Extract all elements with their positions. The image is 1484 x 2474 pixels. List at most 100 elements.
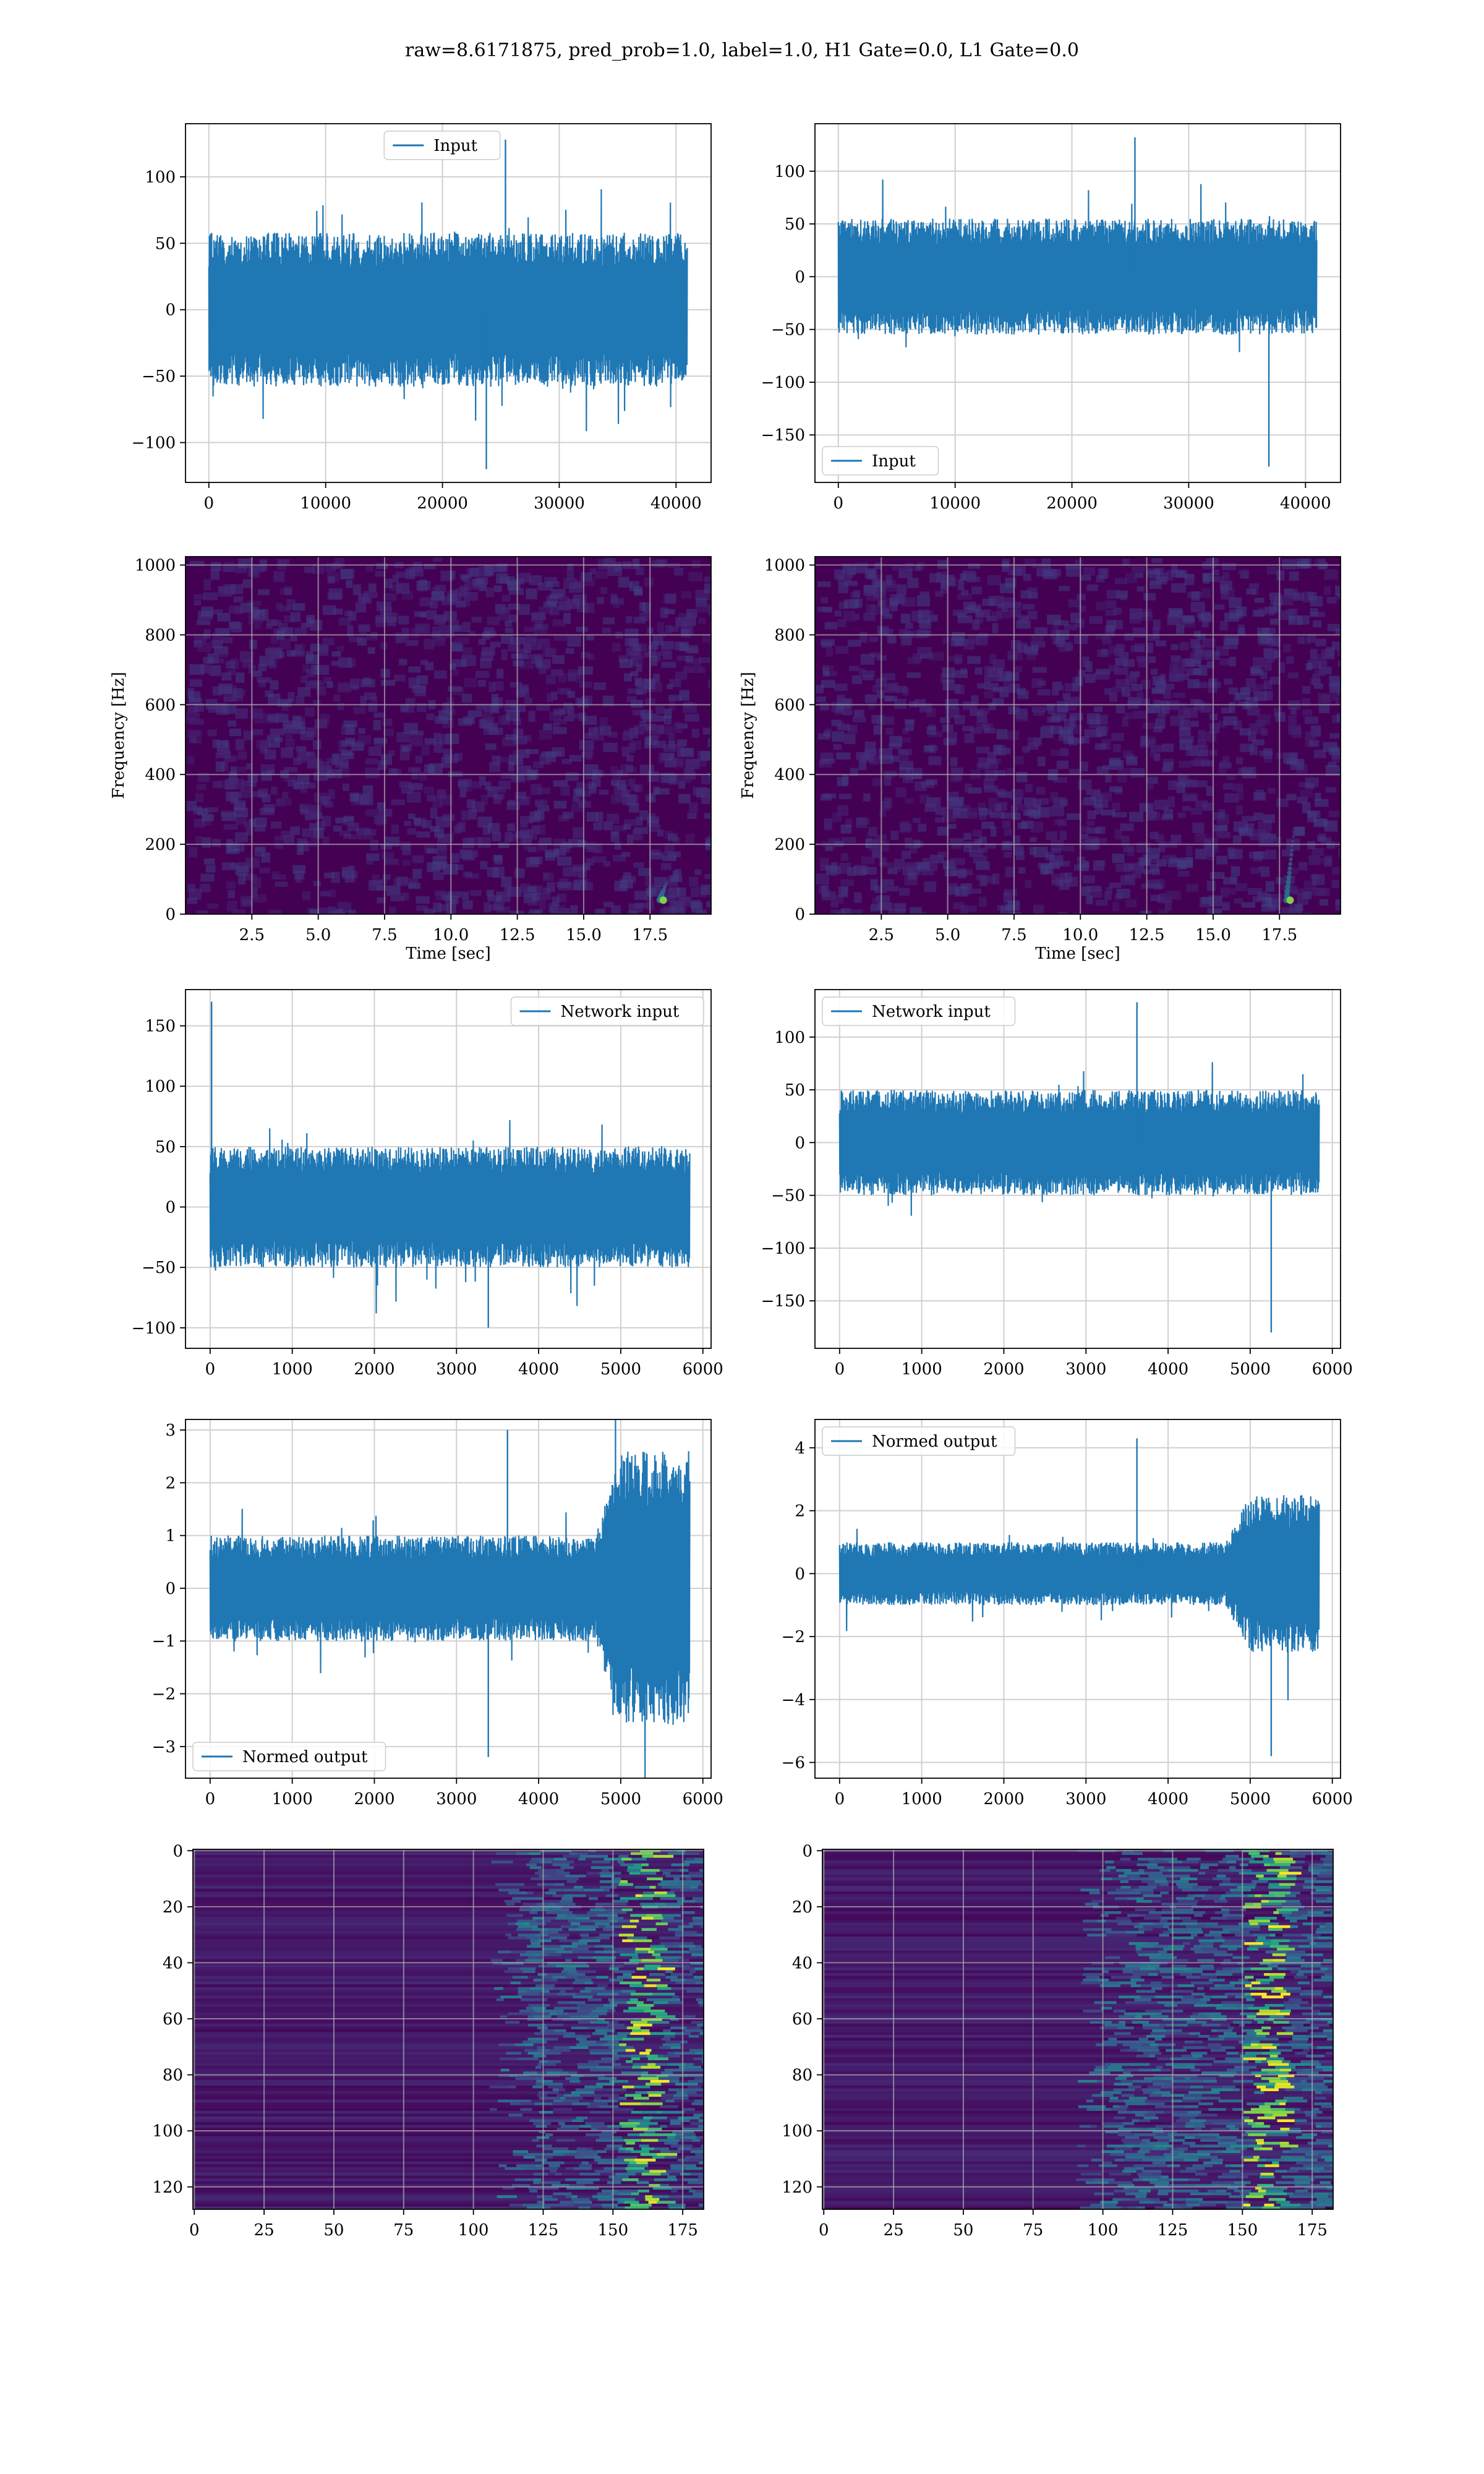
feature-cell (664, 2141, 678, 2145)
heatmap-cell (420, 659, 428, 666)
chart-norm-h1: 0 1000 2000 3000 4000 5000 6000−3−2−10123Norme… (152, 1419, 723, 1808)
heatmap-cell (1156, 859, 1167, 867)
heatmap-cell (1337, 649, 1341, 656)
feature-cell (585, 2122, 605, 2126)
feature-cell (662, 2110, 684, 2114)
feature-cell (625, 2060, 633, 2064)
heatmap-cell (691, 729, 699, 738)
feature-cell (1248, 1945, 1270, 1948)
feature-cell (539, 2097, 560, 2100)
feature-cell (534, 1945, 541, 1948)
heatmap-cell (291, 650, 305, 657)
y-tick-label: 1000 (135, 557, 176, 575)
feature-cell (567, 1877, 579, 1881)
feature-cell (1154, 1945, 1168, 1948)
feature-cell (1319, 2004, 1330, 2008)
feature-cell (572, 2102, 591, 2106)
feature-cell (1224, 1992, 1245, 1996)
heatmap-cell (1196, 633, 1206, 640)
heatmap-cell (1319, 661, 1328, 667)
feature-cell (553, 1987, 573, 1990)
heatmap-cell (892, 904, 903, 910)
heatmap-cell (375, 617, 386, 627)
heatmap-cell (358, 735, 372, 745)
feature-cell (1127, 1897, 1136, 1901)
heatmap-cell (999, 583, 1015, 594)
heatmap-cell (424, 764, 434, 773)
heatmap-cell (942, 667, 955, 678)
heatmap-cell (210, 609, 223, 615)
feature-cell (597, 2128, 620, 2131)
heatmap-cell (913, 818, 921, 823)
heatmap-cell (408, 782, 423, 790)
heatmap-cell (235, 815, 247, 825)
feature-cell (541, 1936, 550, 1940)
feature-cell (599, 1880, 620, 1884)
heatmap-cell (963, 701, 978, 710)
feature-cell (696, 2136, 704, 2139)
feature-cell (539, 1992, 557, 1996)
heatmap-cell (265, 690, 274, 698)
heatmap-cell (624, 729, 633, 736)
feature-cell (660, 1942, 674, 1946)
feature-row (193, 2010, 704, 2013)
feature-row (822, 1872, 1333, 1875)
heatmap-cell (586, 858, 594, 865)
feature-cell (569, 2015, 581, 2019)
heatmap-cell (655, 715, 666, 722)
feature-cell (1323, 1995, 1333, 1999)
heatmap-cell (1101, 764, 1110, 770)
heatmap-cell (530, 784, 542, 795)
heatmap-cell (1085, 674, 1096, 683)
heatmap-cell (1080, 761, 1089, 772)
feature-cell (1310, 1891, 1321, 1895)
feature-cell (698, 2001, 704, 2005)
heatmap-cell (386, 885, 401, 896)
heatmap-cell (505, 627, 513, 633)
feature-cell (565, 2195, 572, 2199)
feature-cell (1227, 1948, 1237, 1951)
feature-row (822, 1852, 1333, 1856)
feature-cell (523, 2071, 530, 2075)
heatmap-cell (1124, 712, 1134, 720)
feature-cell (1174, 1908, 1193, 1912)
feature-cell (1268, 1964, 1279, 1968)
heatmap-cell (1224, 793, 1239, 803)
feature-cell (1283, 2001, 1294, 2005)
heatmap-cell (207, 667, 220, 675)
feature-cell (508, 1936, 527, 1940)
feature-cell (688, 2085, 702, 2089)
heatmap-cell (275, 836, 287, 841)
feature-cell (1135, 2012, 1156, 2016)
heatmap-cell (488, 727, 503, 735)
y-tick-label: 0 (165, 905, 176, 924)
feature-cell (630, 1914, 646, 1917)
feature-row (193, 2018, 704, 2021)
feature-cell (550, 2091, 559, 2095)
x-tick-label: 6000 (1312, 1790, 1353, 1808)
heatmap-cell (350, 794, 359, 802)
feature-cell (574, 1979, 592, 1982)
heatmap-cell (850, 592, 860, 598)
feature-cell (597, 1914, 618, 1917)
feature-cell (541, 1899, 560, 1903)
feature-cell (544, 1987, 553, 1990)
heatmap-cell (1094, 743, 1106, 750)
heatmap-cell (633, 862, 644, 868)
heatmap-cell (566, 570, 574, 580)
heatmap-cell (1339, 771, 1341, 782)
heatmap-cell (1235, 883, 1248, 891)
heatmap-cell (989, 811, 1004, 818)
heatmap-cell (1017, 643, 1028, 653)
feature-cell (542, 2147, 553, 2151)
heatmap-cell (976, 721, 988, 729)
feature-cell (1302, 2012, 1318, 2016)
feature-cell (1268, 1886, 1291, 1890)
feature-row (822, 1888, 1333, 1892)
feature-cell (508, 1967, 521, 1971)
feature-cell (1222, 1942, 1245, 1946)
feature-cell (526, 1950, 544, 1954)
heatmap-cell (212, 632, 222, 643)
feature-cell (697, 2175, 704, 2179)
feature-cell (1175, 1897, 1185, 1901)
